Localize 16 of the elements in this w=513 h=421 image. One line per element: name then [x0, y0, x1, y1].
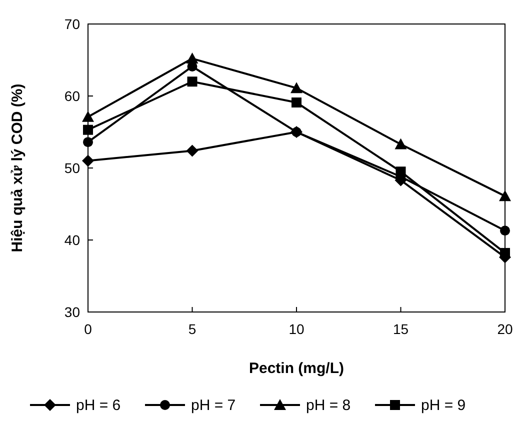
x-axis-title: Pectin (mg/L): [248, 360, 344, 377]
y-tick-label: 30: [64, 304, 80, 320]
x-tick-label: 5: [188, 321, 196, 337]
legend-label: pH = 9: [421, 397, 466, 414]
y-tick-label: 50: [64, 160, 80, 176]
x-tick-label: 15: [392, 321, 409, 337]
x-tick-label: 20: [497, 321, 513, 337]
legend-label: pH = 6: [76, 397, 121, 414]
legend-label: pH = 8: [306, 397, 351, 414]
x-tick-label: 10: [288, 321, 304, 337]
y-tick-label: 60: [64, 88, 80, 104]
x-tick-label: 0: [84, 321, 92, 337]
y-tick-label: 40: [64, 232, 80, 248]
y-tick-label: 70: [64, 16, 80, 32]
legend-label: pH = 7: [191, 397, 236, 414]
y-axis-title: Hiệu quả xử lý COD (%): [9, 84, 26, 252]
